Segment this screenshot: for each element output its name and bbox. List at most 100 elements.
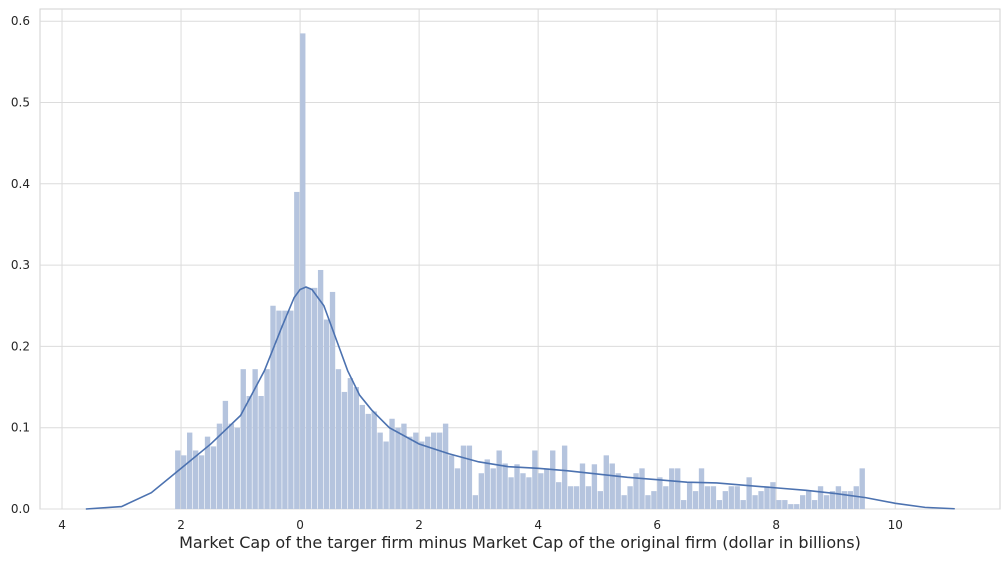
bar	[419, 441, 425, 509]
bar	[454, 468, 461, 509]
bar	[395, 427, 401, 509]
bar	[502, 463, 508, 509]
bar	[383, 441, 389, 509]
bar	[835, 486, 842, 509]
bar	[675, 468, 681, 509]
bar	[615, 473, 621, 509]
bar	[847, 491, 853, 509]
bar	[436, 432, 443, 509]
bar	[329, 291, 336, 509]
bar	[859, 468, 865, 509]
bar	[627, 486, 633, 509]
bar	[496, 450, 502, 509]
bar	[823, 495, 830, 509]
y-tick-label: 0.5	[11, 95, 30, 109]
y-tick-label: 0.1	[11, 421, 30, 435]
bar	[228, 423, 235, 509]
y-tick-label: 0.4	[11, 177, 30, 191]
bar	[460, 445, 467, 509]
bar	[264, 369, 270, 509]
bar	[347, 378, 354, 509]
bar	[573, 486, 580, 509]
bar	[234, 427, 240, 509]
y-tick-label: 0.3	[11, 258, 30, 272]
bar	[359, 404, 365, 509]
x-axis-label: Market Cap of the targer firm minus Mark…	[179, 533, 861, 552]
bar	[722, 491, 729, 509]
bar	[794, 504, 800, 509]
bar	[651, 491, 657, 509]
bar	[752, 495, 758, 509]
bar	[484, 459, 490, 509]
bar	[782, 500, 788, 509]
bar	[532, 450, 538, 509]
bar	[192, 450, 199, 509]
bar	[425, 436, 431, 509]
bar	[805, 491, 812, 509]
bar	[187, 432, 193, 509]
bar	[692, 491, 699, 509]
bar	[288, 310, 294, 509]
bar	[544, 468, 550, 509]
bar	[788, 504, 794, 509]
bar	[258, 395, 264, 509]
kde-line	[85, 286, 955, 510]
plot-area	[39, 8, 1001, 510]
bar	[377, 432, 383, 509]
bar	[276, 310, 282, 509]
bar	[472, 495, 479, 509]
bar	[210, 446, 217, 509]
x-tick-label: 2	[177, 518, 185, 532]
bar	[198, 455, 205, 509]
bar	[758, 491, 764, 509]
bar	[663, 486, 669, 509]
bar	[698, 468, 705, 509]
bar	[680, 500, 687, 509]
bar	[252, 369, 258, 509]
bar	[335, 369, 342, 509]
bar	[603, 455, 609, 509]
bar	[734, 486, 740, 509]
bar	[407, 436, 413, 509]
bar	[282, 310, 288, 509]
bar	[431, 432, 437, 509]
bar	[704, 486, 711, 509]
bar	[776, 500, 782, 509]
bar	[710, 486, 717, 509]
bar	[323, 319, 330, 509]
bar	[478, 473, 484, 509]
bar	[585, 486, 592, 509]
bar	[633, 473, 639, 509]
bar	[561, 445, 568, 509]
bar	[609, 463, 615, 509]
bar	[740, 500, 746, 509]
bar	[240, 369, 246, 509]
bar	[311, 287, 318, 509]
bar	[853, 486, 859, 509]
bar	[770, 482, 776, 509]
x-tick-label: 10	[888, 518, 903, 532]
bar	[556, 482, 562, 509]
bar	[371, 411, 377, 509]
bar	[597, 491, 604, 509]
bar	[800, 495, 806, 509]
bar	[401, 423, 407, 509]
bar	[222, 400, 229, 509]
bar	[317, 269, 324, 509]
bar	[466, 445, 473, 509]
bar	[520, 473, 526, 509]
x-tick-label: 2	[415, 518, 423, 532]
bar	[686, 482, 693, 509]
bar	[448, 455, 455, 509]
bar	[216, 423, 223, 509]
bar	[413, 432, 419, 509]
bar	[728, 486, 734, 509]
y-tick-label: 0.2	[11, 339, 30, 353]
bar	[657, 477, 663, 509]
bar	[442, 423, 449, 509]
bar	[621, 495, 627, 509]
bar	[669, 468, 675, 509]
bar	[579, 463, 586, 509]
bar	[538, 473, 544, 509]
y-tick-label: 0.6	[11, 14, 30, 28]
